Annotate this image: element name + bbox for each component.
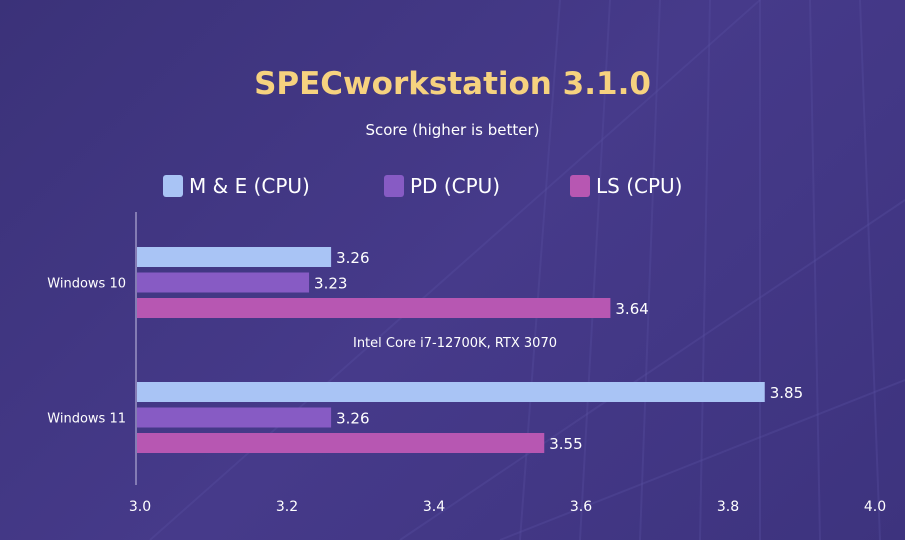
legend-item-ls: LS (CPU) <box>570 174 682 198</box>
legend-swatch <box>163 175 183 197</box>
legend-swatch <box>384 175 404 197</box>
legend-label: PD (CPU) <box>410 174 501 198</box>
legend-item-pd: PD (CPU) <box>384 174 500 198</box>
x-tick-label: 3.6 <box>570 499 592 515</box>
chart-title: SPECworkstation 3.1.0 <box>254 66 651 102</box>
chart-subtitle: Score (higher is better) <box>365 121 540 139</box>
bar <box>137 407 332 428</box>
bar <box>137 272 310 293</box>
bar <box>137 433 545 453</box>
legend-swatch <box>570 175 590 197</box>
x-tick-label: 4.0 <box>864 499 886 515</box>
category-label: Windows 11 <box>47 412 126 427</box>
x-tick-label: 3.8 <box>717 499 739 515</box>
data-label: 3.23 <box>314 275 347 293</box>
data-label: 3.26 <box>336 410 369 428</box>
x-tick-label: 3.4 <box>423 499 445 515</box>
category-label: Windows 10 <box>47 277 126 292</box>
data-label: 3.26 <box>336 249 369 267</box>
data-label: 3.55 <box>549 435 582 453</box>
x-tick-label: 3.2 <box>276 499 298 515</box>
x-tick-label: 3.0 <box>129 499 151 515</box>
bar <box>137 382 765 402</box>
legend-label: M & E (CPU) <box>189 174 310 198</box>
annotation: Intel Core i7-12700K, RTX 3070 <box>353 336 557 351</box>
data-label: 3.85 <box>770 384 803 402</box>
bar <box>137 247 332 267</box>
legend-item-me: M & E (CPU) <box>163 174 310 198</box>
legend-label: LS (CPU) <box>596 174 683 198</box>
bar <box>137 298 611 318</box>
data-label: 3.64 <box>615 300 648 318</box>
